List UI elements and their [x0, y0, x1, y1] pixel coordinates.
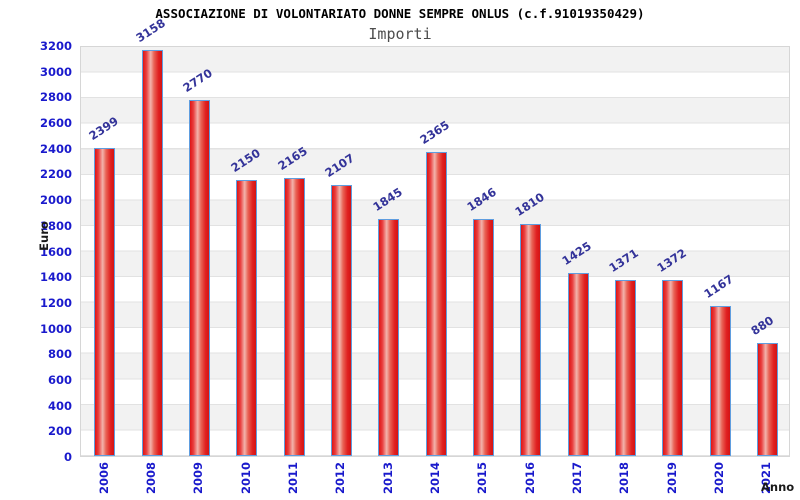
bar-value-label: 880 — [748, 313, 777, 338]
x-tick-label: 2012 — [333, 461, 348, 495]
bar — [756, 342, 778, 456]
y-tick-label: 1000 — [39, 321, 72, 336]
x-tick-label: 2009 — [191, 461, 206, 495]
x-tick-label: 2017 — [570, 461, 584, 495]
y-tick-label: 1200 — [39, 295, 72, 310]
x-tick-label: 2015 — [475, 461, 490, 495]
y-tick-label: 400 — [47, 398, 72, 413]
x-tick-label: 2013 — [380, 461, 395, 495]
bar-value-label: 2165 — [275, 143, 310, 173]
bar-value-label: 1845 — [370, 184, 405, 215]
y-tick-label: 3000 — [39, 64, 72, 79]
bar — [567, 272, 589, 456]
y-tick-label: 1800 — [39, 218, 72, 233]
y-tick-label: 200 — [47, 424, 72, 439]
y-tick-label: 2600 — [39, 116, 72, 131]
x-tick-label: 2008 — [144, 461, 158, 495]
y-tick-label: 1400 — [39, 270, 72, 285]
bar-value-label: 2399 — [86, 113, 121, 143]
x-axis-title: Anno — [761, 480, 795, 494]
bar — [614, 279, 636, 456]
bar-value-label: 2770 — [180, 66, 216, 96]
bar-value-label: 1425 — [559, 238, 594, 268]
y-tick-label: 2800 — [39, 90, 72, 105]
y-axis-title: Euro — [37, 221, 51, 251]
bar — [662, 279, 684, 456]
bar-value-label: 2150 — [228, 145, 263, 175]
chart-title: ASSOCIAZIONE DI VOLONTARIATO DONNE SEMPR… — [155, 6, 645, 21]
y-tick-label: 3200 — [39, 39, 72, 53]
bar — [141, 50, 163, 456]
bar — [330, 185, 352, 456]
bar — [283, 177, 305, 456]
bar — [520, 223, 542, 456]
bar-value-label: 1846 — [464, 184, 500, 214]
bar — [378, 219, 400, 456]
bar-value-label: 1372 — [654, 245, 689, 275]
y-tick-label: 2200 — [39, 167, 72, 182]
y-tick-label: 1600 — [39, 244, 72, 259]
y-tick-label: 800 — [47, 347, 72, 362]
y-tick-label: 2400 — [39, 141, 72, 156]
bar-value-label: 2365 — [417, 118, 452, 148]
bar — [188, 100, 210, 456]
chart-subtitle: Importi — [368, 25, 432, 43]
bar — [94, 147, 116, 456]
x-tick-label: 2016 — [522, 461, 537, 495]
y-tick-label: 0 — [63, 450, 72, 464]
x-tick-label: 2020 — [712, 461, 726, 495]
bar — [472, 218, 494, 456]
y-tick-label: 2000 — [39, 193, 72, 208]
bar — [425, 152, 447, 456]
bar — [709, 306, 731, 456]
x-tick-label: 2010 — [238, 461, 253, 495]
bar-value-label: 2107 — [322, 151, 358, 181]
y-tick-label: 600 — [47, 372, 72, 387]
bar-value-label: 1371 — [606, 245, 642, 275]
bar-value-label: 1810 — [512, 189, 547, 219]
x-tick-label: 2006 — [96, 461, 111, 495]
bar-value-label: 1167 — [701, 271, 736, 302]
bar — [236, 179, 258, 456]
x-tick-label: 2011 — [286, 461, 300, 495]
plot-area: 2399 3158 2770 2150 2165 2107 1845 2365 1846 1810… — [80, 16, 790, 457]
x-tick-label: 2018 — [617, 461, 632, 495]
x-tick-label: 2019 — [664, 461, 679, 495]
x-tick-label: 2014 — [428, 461, 442, 495]
